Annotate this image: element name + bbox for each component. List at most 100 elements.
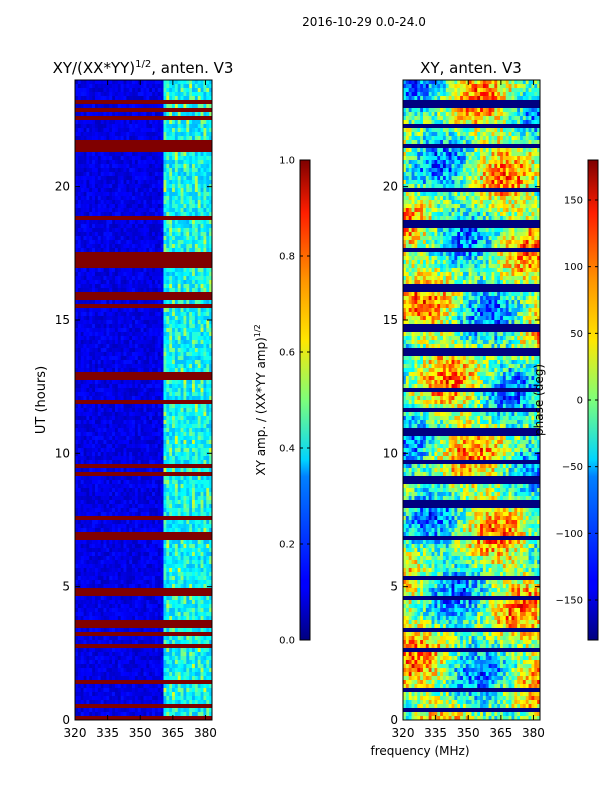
amp-cell	[134, 88, 139, 93]
amp-cell	[92, 356, 96, 361]
amp-cell	[120, 220, 124, 225]
amp-cell	[160, 156, 164, 161]
amp-cell	[106, 456, 110, 461]
amp-cell	[172, 568, 176, 573]
amp-cell	[80, 348, 84, 353]
amp-cell	[123, 188, 127, 193]
amp-cell	[154, 324, 159, 329]
amp-cell	[117, 280, 122, 285]
amp-cell	[120, 132, 124, 137]
amp-cell	[103, 164, 107, 169]
amp-cell	[192, 356, 196, 361]
amp-cell	[75, 504, 79, 509]
amp-cell	[97, 80, 102, 85]
amp-cell	[203, 240, 207, 245]
amp-cell	[117, 540, 122, 545]
amp-cell	[103, 200, 107, 205]
amp-cell	[186, 416, 190, 421]
amp-cell	[80, 240, 84, 245]
amp-cell	[200, 96, 204, 101]
amp-cell	[120, 396, 124, 401]
amp-cell	[203, 528, 207, 533]
amp-cell	[94, 180, 99, 185]
amp-cell	[120, 548, 124, 553]
amp-cell	[89, 448, 93, 453]
amp-cell	[109, 324, 113, 329]
amp-cell	[106, 276, 110, 281]
amp-cell	[112, 380, 116, 385]
amp-cell	[163, 324, 167, 329]
amp-cell	[92, 496, 96, 501]
amp-cell	[152, 88, 156, 93]
amp-cell	[86, 112, 90, 117]
amp-cell	[206, 452, 210, 457]
amp-cell	[114, 268, 119, 273]
amp-cell	[146, 520, 150, 525]
amp-cell	[172, 420, 176, 425]
amp-cell	[83, 520, 87, 525]
amp-cell	[97, 332, 102, 337]
amp-cell	[117, 544, 122, 549]
amp-cell	[183, 332, 187, 337]
amp-cell	[209, 132, 212, 137]
amp-cell	[86, 124, 90, 129]
amp-cell	[123, 176, 127, 181]
amp-cell	[106, 540, 110, 545]
amp-cell	[86, 204, 90, 209]
amp-cell	[89, 580, 93, 585]
amp-cell	[143, 112, 147, 117]
amp-flagged-row	[75, 464, 212, 469]
amp-cell	[186, 204, 190, 209]
amp-cell	[189, 332, 193, 337]
amp-cell	[183, 180, 187, 185]
amp-cell	[183, 556, 187, 561]
amp-cell	[163, 268, 167, 273]
amp-cell	[160, 440, 164, 445]
amp-cell	[203, 324, 207, 329]
amp-cell	[209, 412, 212, 417]
amp-cell	[83, 236, 87, 241]
amp-cell	[140, 240, 144, 245]
amp-cell	[177, 432, 181, 437]
amp-cell	[132, 348, 136, 353]
amp-cell	[180, 432, 184, 437]
amp-cell	[75, 132, 79, 137]
amp-cell	[137, 112, 141, 117]
amp-cell	[146, 580, 150, 585]
amp-cell	[160, 416, 164, 421]
amp-cell	[197, 368, 201, 373]
amp-cell	[143, 316, 147, 321]
amp-cell	[77, 312, 82, 317]
amp-cell	[109, 412, 113, 417]
amp-cell	[143, 356, 147, 361]
amp-cell	[183, 480, 187, 485]
amp-cell	[197, 396, 201, 401]
amp-cell	[109, 524, 113, 529]
amp-cell	[97, 208, 102, 213]
amp-cell	[126, 328, 130, 333]
amp-cell	[103, 176, 107, 181]
amp-cell	[109, 280, 113, 285]
amp-cell	[114, 412, 119, 417]
amp-cell	[137, 408, 141, 413]
amp-cell	[146, 156, 150, 161]
amp-cell	[94, 164, 99, 169]
amp-cell	[192, 204, 196, 209]
amp-cell	[197, 504, 201, 509]
amp-cell	[197, 520, 201, 525]
amp-cell	[206, 200, 210, 205]
amp-cell	[92, 492, 96, 497]
amp-cell	[120, 300, 124, 305]
amp-cell	[192, 92, 196, 97]
amp-cell	[189, 152, 193, 157]
amp-cell	[89, 176, 93, 181]
amp-cell	[106, 192, 110, 197]
amp-cell	[77, 448, 82, 453]
amp-cell	[89, 564, 93, 569]
amp-flagged-row	[75, 472, 212, 477]
amp-cell	[203, 340, 207, 345]
amp-cell	[163, 312, 167, 317]
amp-cell	[206, 336, 210, 341]
amp-cell	[174, 408, 179, 413]
amp-cell	[157, 324, 161, 329]
